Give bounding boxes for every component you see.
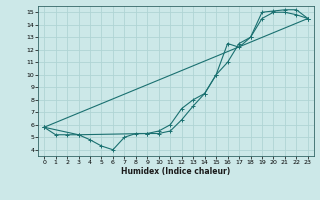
X-axis label: Humidex (Indice chaleur): Humidex (Indice chaleur): [121, 167, 231, 176]
